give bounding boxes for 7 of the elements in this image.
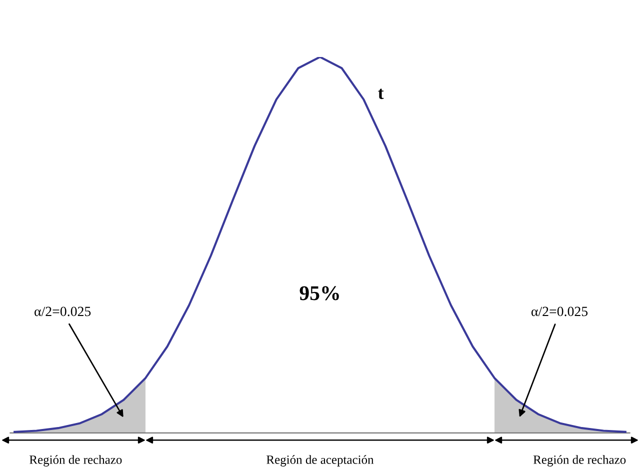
annotation: 95%: [300, 286, 339, 300]
text: Región de aceptación: [266, 455, 374, 467]
annotation: α/2=0.025: [34, 306, 91, 316]
text: Región de rechazo: [533, 455, 626, 467]
annotation: α/2=0.025: [531, 306, 588, 316]
annotation: t: [378, 88, 384, 100]
text: Región de rechazo: [30, 455, 122, 467]
